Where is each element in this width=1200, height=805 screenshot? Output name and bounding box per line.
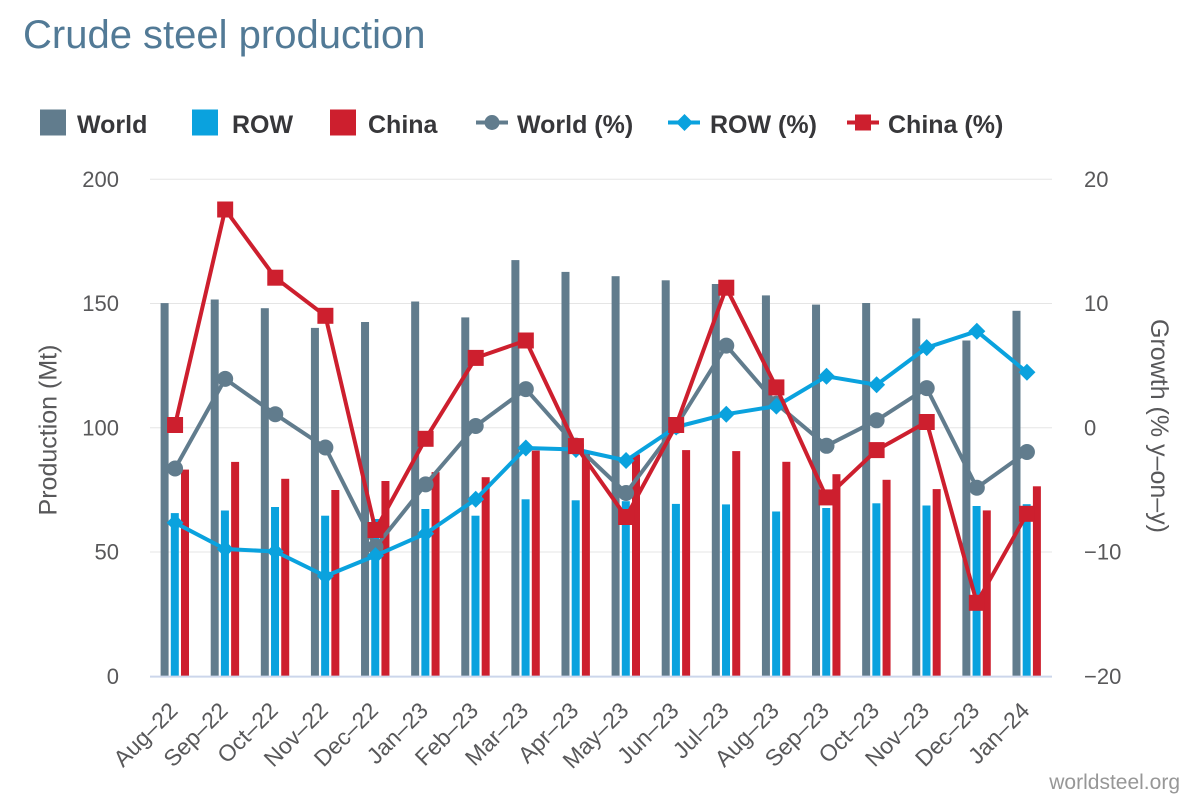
- svg-text:0: 0: [1084, 415, 1096, 440]
- svg-text:100: 100: [82, 415, 119, 440]
- svg-text:worldsteel.org: worldsteel.org: [1048, 771, 1180, 794]
- svg-text:Growth (% y–on–y): Growth (% y–on–y): [1145, 319, 1173, 533]
- svg-text:Production (Mt): Production (Mt): [35, 345, 63, 516]
- svg-text:World (%): World (%): [517, 111, 633, 139]
- svg-text:World: World: [77, 111, 147, 139]
- svg-text:China (%): China (%): [888, 111, 1003, 139]
- svg-text:20: 20: [1084, 167, 1108, 192]
- svg-text:Crude steel production: Crude steel production: [23, 13, 425, 57]
- svg-text:ROW (%): ROW (%): [710, 111, 817, 139]
- svg-text:150: 150: [82, 291, 119, 316]
- svg-text:200: 200: [82, 167, 119, 192]
- svg-text:−20: −20: [1084, 664, 1121, 689]
- svg-text:0: 0: [107, 664, 119, 689]
- svg-text:ROW: ROW: [232, 111, 294, 139]
- svg-text:−10: −10: [1084, 540, 1121, 565]
- svg-text:50: 50: [95, 540, 119, 565]
- svg-text:China: China: [368, 111, 439, 139]
- svg-text:10: 10: [1084, 291, 1108, 316]
